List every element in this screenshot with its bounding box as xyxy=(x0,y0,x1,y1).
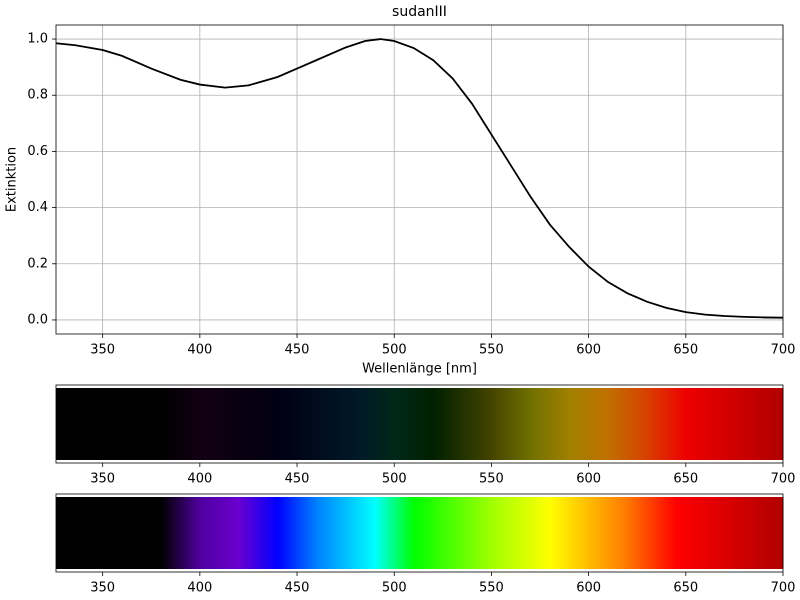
x-tick-label: 400 xyxy=(187,581,212,596)
x-tick-label: 350 xyxy=(90,581,115,596)
color-segment xyxy=(549,497,590,569)
data-line xyxy=(55,38,784,319)
x-tick-label: 700 xyxy=(771,472,796,487)
color-segment xyxy=(685,388,784,460)
x-tick-label: 600 xyxy=(576,472,601,487)
x-tick-label: 650 xyxy=(673,343,698,358)
color-segment xyxy=(491,388,531,460)
x-tick-label: 450 xyxy=(285,472,310,487)
color-segment xyxy=(374,497,415,569)
chart-title: sudanIII xyxy=(392,4,447,20)
x-tick-label: 350 xyxy=(90,343,115,358)
color-segment xyxy=(530,388,570,460)
x-tick-label: 700 xyxy=(771,581,796,596)
x-tick-label: 500 xyxy=(382,343,407,358)
x-tick-label: 600 xyxy=(576,581,601,596)
color-segment xyxy=(491,497,551,569)
y-tick-label: 0.6 xyxy=(27,144,48,159)
x-tick-label: 400 xyxy=(187,343,212,358)
x-tick-label: 450 xyxy=(285,581,310,596)
axes-frame xyxy=(55,24,784,335)
x-tick-label: 600 xyxy=(576,343,601,358)
color-segment xyxy=(238,497,279,569)
color-segment xyxy=(160,388,201,460)
color-segment xyxy=(199,388,279,460)
axes-frame xyxy=(55,493,784,573)
x-tick-label: 500 xyxy=(382,472,407,487)
color-segment xyxy=(316,497,376,569)
x-tick-label: 450 xyxy=(285,343,310,358)
color-segment xyxy=(277,388,356,460)
y-tick-label: 0.4 xyxy=(27,200,48,215)
color-segment xyxy=(413,497,492,569)
color-segment xyxy=(569,388,609,460)
color-segment xyxy=(355,388,395,460)
x-tick-label: 350 xyxy=(90,472,115,487)
x-tick-label: 650 xyxy=(673,472,698,487)
color-segment xyxy=(56,388,162,460)
x-tick-label: 500 xyxy=(382,581,407,596)
color-segment xyxy=(676,497,784,569)
color-segment xyxy=(608,388,648,460)
color-segment xyxy=(627,497,677,569)
color-segment xyxy=(433,388,492,460)
y-axis-label: Extinktion xyxy=(5,147,20,212)
x-tick-label: 700 xyxy=(771,343,796,358)
x-tick-label: 400 xyxy=(187,472,212,487)
color-segment xyxy=(646,388,687,460)
y-tick-label: 0.8 xyxy=(27,88,48,103)
color-segment xyxy=(277,497,317,569)
color-segment xyxy=(160,497,201,569)
y-tick-label: 0.2 xyxy=(27,256,48,271)
x-tick-label: 550 xyxy=(479,343,504,358)
color-segment xyxy=(394,388,434,460)
color-segment xyxy=(588,497,628,569)
x-axis-label: Wellenlänge [nm] xyxy=(362,362,477,377)
color-segment xyxy=(199,497,240,569)
color-segment xyxy=(56,497,162,569)
x-tick-label: 650 xyxy=(673,581,698,596)
axes-frame xyxy=(55,384,784,464)
y-tick-label: 0.0 xyxy=(27,312,48,327)
y-tick-label: 1.0 xyxy=(27,32,48,47)
x-tick-label: 550 xyxy=(479,581,504,596)
x-tick-label: 550 xyxy=(479,472,504,487)
